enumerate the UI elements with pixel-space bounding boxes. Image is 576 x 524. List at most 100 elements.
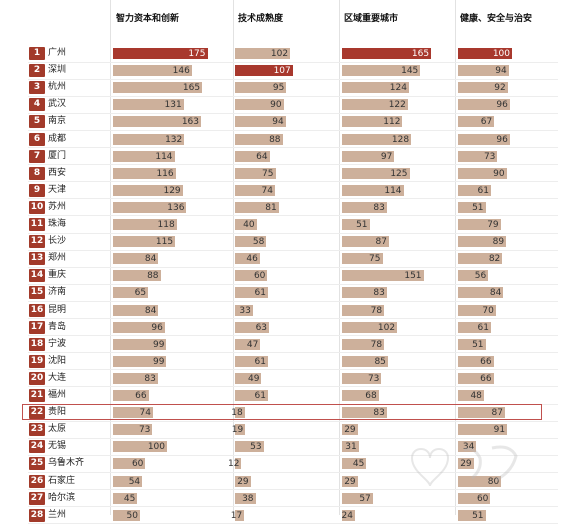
bar-tech-maturity: [235, 65, 293, 77]
bar-regional-gateway: [342, 150, 395, 162]
value-label-intellectual-capital: 54: [128, 476, 141, 487]
row-divider: [28, 181, 558, 183]
bar-health-safety: [458, 372, 494, 384]
value-label-regional-gateway: 29: [344, 476, 356, 487]
value-label-tech-maturity: 61: [254, 288, 266, 299]
value-label-health-safety: 29: [460, 459, 472, 470]
value-label-tech-maturity: 63: [255, 322, 268, 333]
value-label-intellectual-capital: 65: [134, 288, 147, 299]
value-label-regional-gateway: 87: [375, 237, 387, 248]
rank-badge: 12: [29, 235, 45, 249]
bar-tech-maturity: [235, 270, 268, 282]
city-name: 哈尔滨: [48, 492, 76, 503]
bar-regional-gateway: [342, 287, 387, 299]
value-label-intellectual-capital: 96: [151, 322, 163, 333]
row-divider: [28, 61, 558, 63]
bar-intellectual-capital: [113, 133, 185, 145]
value-label-regional-gateway: 24: [341, 510, 353, 521]
bar-intellectual-capital: [113, 441, 167, 453]
rank-badge: 2: [29, 64, 45, 78]
value-label-intellectual-capital: 84: [144, 305, 157, 316]
value-label-regional-gateway: 102: [377, 322, 396, 333]
column-divider: [339, 0, 340, 515]
row-divider: [28, 95, 558, 97]
value-label-health-safety: 66: [480, 373, 492, 384]
rank-badge: 7: [29, 149, 45, 163]
bar-intellectual-capital: [113, 407, 153, 419]
bar-health-safety: [458, 458, 474, 470]
value-label-health-safety: 92: [494, 83, 506, 94]
value-label-regional-gateway: 83: [373, 288, 385, 299]
value-label-intellectual-capital: 115: [155, 237, 174, 248]
bar-regional-gateway: [342, 424, 358, 436]
rank-badge: 15: [29, 286, 45, 300]
value-label-regional-gateway: 151: [404, 271, 422, 282]
bar-tech-maturity: [235, 219, 257, 230]
rank-badge: 23: [29, 423, 45, 437]
bar-tech-maturity: [235, 48, 291, 59]
bar-health-safety: [458, 492, 491, 504]
bar-tech-maturity: [235, 201, 279, 213]
value-label-health-safety: 87: [491, 408, 503, 419]
bar-health-safety: [458, 184, 491, 196]
city-name: 重庆: [48, 270, 67, 281]
value-label-intellectual-capital: 114: [155, 151, 173, 162]
value-label-regional-gateway: 165: [411, 49, 430, 59]
value-label-regional-gateway: 73: [367, 373, 380, 384]
bar-intellectual-capital: [113, 304, 159, 316]
bar-regional-gateway: [342, 82, 409, 94]
bar-health-safety: [458, 304, 496, 316]
row-divider: [28, 249, 558, 251]
rank-badge: 10: [29, 200, 45, 214]
bar-tech-maturity: [235, 253, 260, 265]
bar-intellectual-capital: [113, 475, 143, 487]
value-label-health-safety: 60: [476, 493, 489, 504]
bar-tech-maturity: [235, 236, 267, 248]
bar-regional-gateway: [342, 492, 373, 504]
bar-health-safety: [458, 48, 512, 59]
value-label-tech-maturity: 33: [239, 305, 251, 316]
row-divider: [28, 300, 558, 302]
value-label-regional-gateway: 68: [365, 391, 377, 401]
value-label-regional-gateway: 122: [388, 100, 406, 111]
bar-tech-maturity: [235, 287, 268, 299]
bar-tech-maturity: [235, 390, 268, 401]
row-divider: [28, 437, 558, 439]
row-divider: [28, 369, 558, 371]
bar-regional-gateway: [342, 116, 403, 128]
row-divider: [28, 129, 558, 131]
bar-regional-gateway: [342, 338, 385, 350]
bar-regional-gateway: [342, 407, 387, 419]
city-name: 苏州: [48, 201, 67, 212]
bar-intellectual-capital: [113, 338, 167, 350]
bar-tech-maturity: [235, 458, 242, 470]
row-divider: [28, 198, 558, 200]
bar-regional-gateway: [342, 355, 388, 367]
value-label-intellectual-capital: 84: [144, 254, 157, 265]
bar-regional-gateway: [342, 390, 379, 401]
column-header-tech-maturity: 技术成熟度: [238, 14, 284, 24]
bar-tech-maturity: [235, 407, 245, 419]
value-label-tech-maturity: 19: [231, 425, 244, 436]
value-label-regional-gateway: 83: [373, 408, 385, 419]
city-name: 青岛: [48, 321, 67, 332]
rank-badge: 21: [29, 389, 45, 402]
bar-regional-gateway: [342, 184, 404, 196]
bar-intellectual-capital: [113, 99, 184, 111]
value-label-health-safety: 94: [495, 66, 507, 77]
bar-intellectual-capital: [113, 424, 153, 436]
bar-health-safety: [458, 99, 510, 111]
value-label-intellectual-capital: 50: [126, 510, 138, 521]
bar-tech-maturity: [235, 133, 283, 145]
value-label-tech-maturity: 58: [252, 237, 265, 248]
rank-badge: 17: [29, 320, 45, 334]
bar-tech-maturity: [235, 424, 246, 436]
row-divider: [28, 489, 558, 490]
value-label-health-safety: 84: [489, 288, 502, 299]
value-label-tech-maturity: 53: [250, 442, 262, 453]
bar-regional-gateway: [342, 48, 432, 59]
value-label-tech-maturity: 29: [237, 476, 249, 487]
rank-badge: 19: [29, 354, 45, 368]
bar-health-safety: [458, 133, 510, 145]
value-label-regional-gateway: 83: [373, 202, 385, 213]
